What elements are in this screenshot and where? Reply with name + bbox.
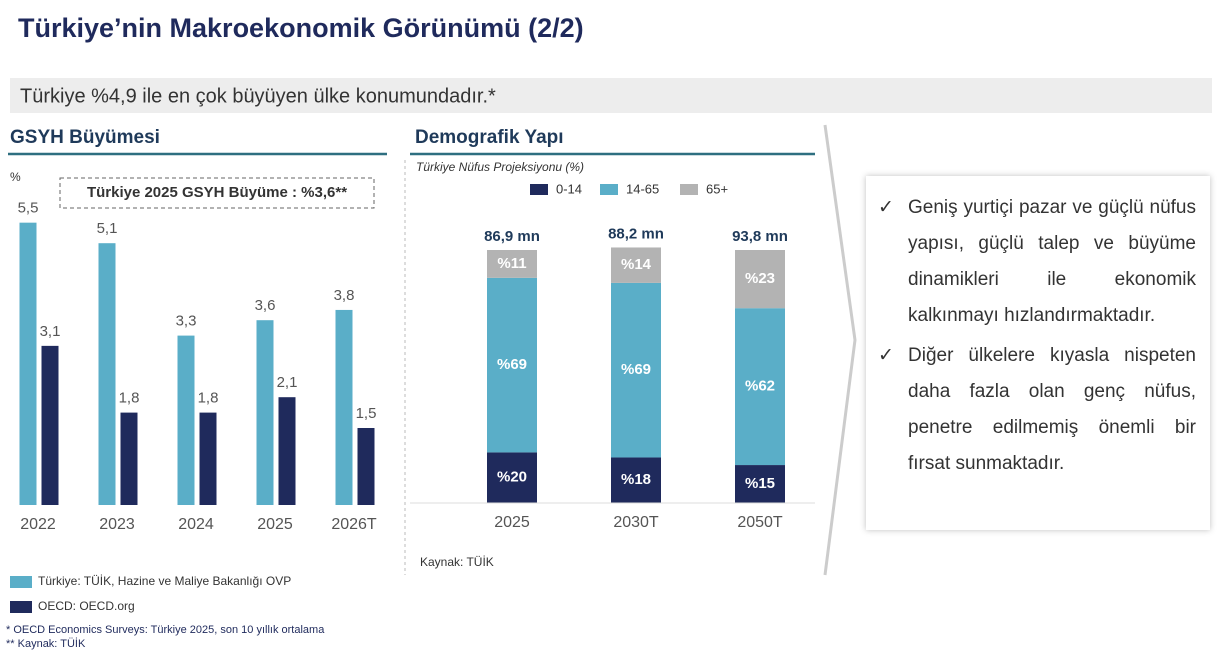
x-tick-label: 2025 [494, 514, 530, 531]
bar-segment [611, 247, 661, 283]
data-label: %69 [497, 356, 527, 373]
legend-swatch [10, 576, 32, 588]
data-label: %14 [621, 256, 652, 273]
legend-label: Türkiye: TÜİK, Hazine ve Maliye Bakanlığ… [38, 574, 291, 588]
bar [41, 345, 59, 505]
data-label: %11 [497, 255, 526, 272]
bar [177, 335, 195, 505]
legend-swatch [680, 184, 698, 195]
data-label: 2,1 [277, 374, 298, 391]
bullet-text: Diğer ülkelere kıyasla nispeten daha faz… [908, 345, 1196, 474]
x-tick-label: 2026T [331, 516, 377, 533]
data-label: 3,1 [40, 323, 61, 340]
bar-segment [735, 308, 785, 466]
data-label: 1,8 [119, 390, 140, 407]
legend-label: OECD: OECD.org [38, 599, 135, 613]
bullet-panel: ✓ Geniş yurtiçi pazar ve güçlü nüfus yapı… [866, 176, 1210, 530]
legend-label: 0-14 [556, 181, 582, 196]
bar [19, 222, 37, 505]
bar [357, 428, 375, 505]
bar [199, 412, 217, 505]
data-label: 5,1 [97, 220, 118, 237]
bar-segment [487, 250, 537, 278]
bar-segment [611, 282, 661, 458]
slide-title: Türkiye’nin Makroekonomik Görünümü (2/2) [18, 13, 584, 43]
x-tick-label: 2030T [613, 514, 659, 531]
x-tick-label: 2023 [99, 516, 135, 533]
bullet: ✓ Geniş yurtiçi pazar ve güçlü nüfus yapı… [878, 190, 1196, 334]
bar-segment [487, 452, 537, 503]
x-tick-label: 2024 [178, 516, 214, 533]
total-label: 86,9 mn [484, 228, 540, 245]
bar [335, 309, 353, 505]
annotation: Türkiye 2025 GSYH Büyüme : %3,6** [87, 184, 347, 201]
total-label: 88,2 mn [608, 225, 664, 242]
chart-title: GSYH Büyümesi [10, 127, 160, 148]
data-label: %69 [621, 361, 651, 378]
legend-swatch [530, 184, 548, 195]
bullet: ✓ Diğer ülkelere kıyasla nispeten daha fa… [878, 338, 1196, 482]
legend-label: 14-65 [626, 181, 659, 196]
footnote: * OECD Economics Surveys: Türkiye 2025, … [6, 624, 325, 636]
x-tick-label: 2025 [257, 516, 293, 533]
data-label: %20 [497, 469, 527, 486]
x-tick-label: 2022 [20, 516, 56, 533]
source: Kaynak: TÜİK [420, 555, 494, 569]
slide-subtitle: Türkiye %4,9 ile en çok büyüyen ülke kon… [20, 85, 496, 107]
data-label: 3,8 [334, 287, 355, 304]
legend-swatch [600, 184, 618, 195]
bar [256, 320, 274, 505]
data-label: 1,8 [198, 390, 219, 407]
bar [120, 412, 138, 505]
bar-segment [735, 465, 785, 503]
x-tick-label: 2050T [737, 514, 783, 531]
data-label: %18 [621, 471, 651, 488]
footnote: ** Kaynak: TÜİK [6, 637, 86, 650]
data-label: %23 [745, 270, 775, 287]
data-label: 1,5 [356, 405, 377, 422]
chart-title: Demografik Yapı [415, 127, 564, 148]
data-label: %15 [745, 475, 775, 492]
data-label: 3,3 [176, 313, 197, 330]
bar-segment [487, 277, 537, 453]
data-label: 3,6 [255, 297, 276, 314]
total-label: 93,8 mn [732, 228, 788, 245]
bar [278, 397, 296, 505]
chevron [823, 124, 857, 576]
bullet-text: Geniş yurtiçi pazar ve güçlü nüfus yapıs… [908, 197, 1196, 326]
annotation-box [59, 177, 375, 209]
bar [98, 243, 116, 505]
legend-label: 65+ [706, 181, 728, 196]
bar-segment [611, 457, 661, 503]
legend-swatch [10, 601, 32, 613]
subtitle-band [10, 78, 1212, 113]
data-label: %62 [745, 378, 775, 395]
bar-segment [735, 250, 785, 309]
unit-label: % [10, 170, 21, 184]
data-label: 5,5 [18, 200, 39, 217]
chart-subtitle: Türkiye Nüfus Projeksiyonu (%) [416, 160, 584, 174]
